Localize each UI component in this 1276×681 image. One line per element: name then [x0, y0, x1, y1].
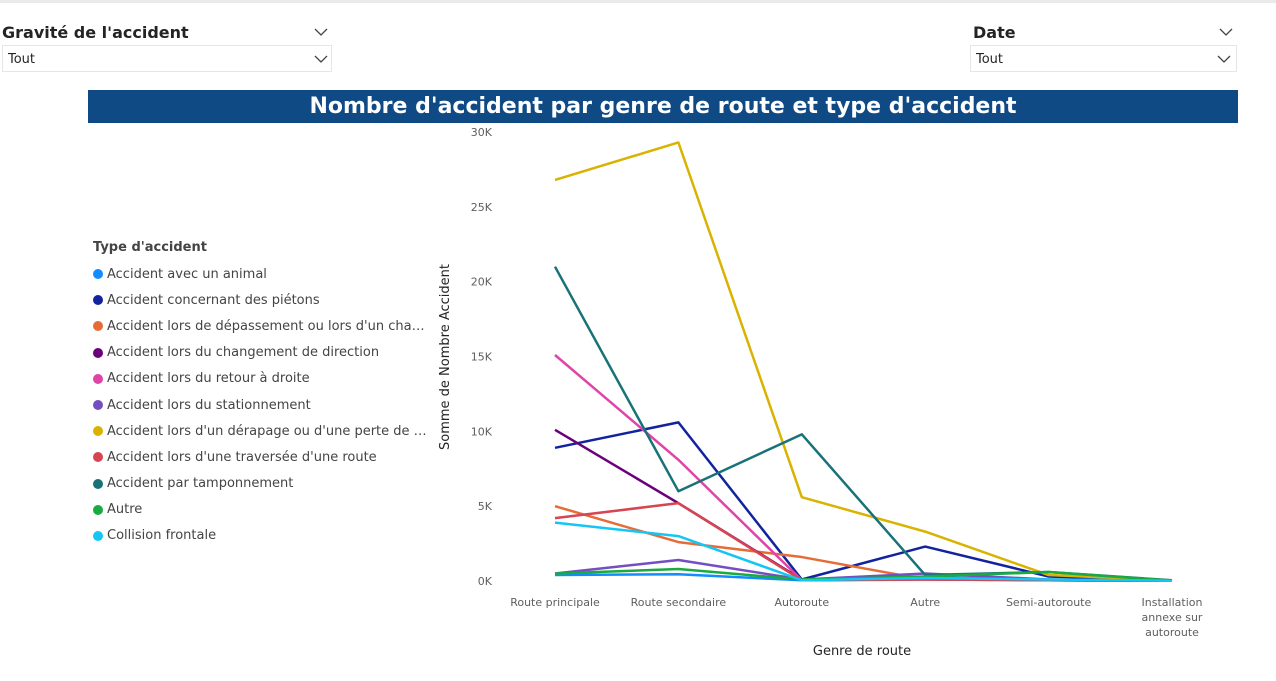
x-tick-label: Route principale	[510, 596, 600, 609]
series-line[interactable]	[554, 141, 1173, 582]
date-slicer-title: Date	[973, 23, 1016, 42]
x-tick-label: Autre	[910, 596, 940, 609]
date-dropdown-chevron-icon	[1217, 55, 1231, 63]
x-tick-label: Installation annexe sur autoroute	[1142, 596, 1203, 639]
legend-item[interactable]: Accident lors du changement de direction	[93, 340, 427, 366]
x-tick-label: Route secondaire	[631, 596, 727, 609]
legend-dot-icon	[93, 373, 103, 384]
legend-title: Type d'accident	[93, 240, 207, 255]
legend-item[interactable]: Accident lors du stationnement	[93, 392, 427, 418]
legend-item[interactable]: Accident par tamponnement	[93, 471, 427, 497]
y-tick-label: 25K	[471, 201, 493, 214]
y-tick-label: 15K	[471, 351, 493, 364]
gravite-dropdown-chevron-icon	[314, 55, 328, 63]
legend-item[interactable]: Accident lors de dépassement ou lors d'u…	[93, 313, 427, 339]
legend-dot-icon	[93, 426, 103, 437]
y-tick-label: 30K	[471, 126, 493, 139]
legend-item[interactable]: Accident lors d'un dérapage ou d'une per…	[93, 418, 427, 444]
chart-title: Nombre d'accident par genre de route et …	[88, 90, 1238, 123]
legend-dot-icon	[93, 321, 103, 332]
y-tick-label: 20K	[471, 276, 493, 289]
series-line[interactable]	[554, 521, 1173, 582]
gravite-dropdown[interactable]: Tout	[2, 45, 332, 72]
x-tick-label: Autoroute	[774, 596, 829, 609]
y-axis-label: Somme de Nombre Accident	[438, 264, 453, 450]
gravite-slicer-title: Gravité de l'accident	[2, 23, 189, 42]
series-line[interactable]	[554, 354, 1173, 582]
gravite-slicer[interactable]: Gravité de l'accident Tout	[2, 23, 332, 75]
legend-item[interactable]: Accident concernant des piétons	[93, 287, 427, 313]
legend-item[interactable]: Accident lors du retour à droite	[93, 366, 427, 392]
legend-dot-icon	[93, 478, 103, 489]
date-dropdown[interactable]: Tout	[970, 45, 1237, 72]
top-border	[0, 0, 1276, 3]
legend-item[interactable]: Collision frontale	[93, 523, 427, 549]
legend-dot-icon	[93, 504, 103, 515]
legend-dot-icon	[93, 400, 103, 411]
date-collapse-chevron-icon[interactable]	[1219, 25, 1233, 39]
gravite-collapse-chevron-icon[interactable]	[314, 25, 328, 39]
legend-dot-icon	[93, 530, 103, 541]
y-tick-label: 5K	[478, 500, 493, 513]
legend-item[interactable]: Accident lors d'une traversée d'une rout…	[93, 444, 427, 470]
date-dropdown-value: Tout	[976, 52, 1004, 67]
legend-item[interactable]: Accident avec un animal	[93, 261, 427, 287]
legend-dot-icon	[93, 295, 103, 306]
date-slicer[interactable]: Date Tout	[970, 23, 1238, 75]
y-tick-label: 10K	[471, 425, 493, 438]
legend-dot-icon	[93, 452, 103, 463]
y-tick-label: 0K	[478, 575, 493, 588]
legend-dot-icon	[93, 347, 103, 358]
x-axis-label: Genre de route	[813, 644, 911, 659]
series-line[interactable]	[554, 421, 1173, 582]
gravite-dropdown-value: Tout	[8, 52, 36, 67]
x-tick-label: Semi-autoroute	[1006, 596, 1092, 609]
legend-dot-icon	[93, 269, 103, 280]
legend-item[interactable]: Autre	[93, 497, 427, 523]
chart-legend: Type d'accident Accident avec un animal A…	[93, 240, 427, 549]
